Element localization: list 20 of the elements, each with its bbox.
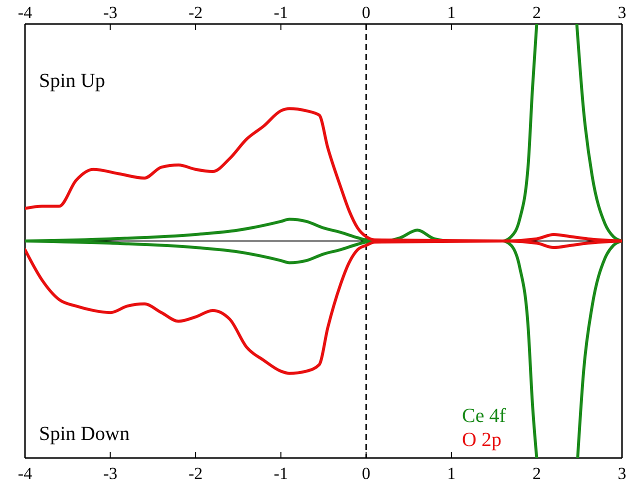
x-tick-label: 1 bbox=[447, 464, 456, 484]
x2-tick-label: -1 bbox=[274, 3, 288, 22]
text: Ce 4f bbox=[462, 405, 506, 427]
x2-tick-label: -4 bbox=[18, 3, 33, 22]
x-tick-label: 2 bbox=[532, 464, 541, 484]
annotation: Spin Up bbox=[39, 70, 106, 92]
x-tick-label: -3 bbox=[103, 464, 118, 484]
x-tick-label: -2 bbox=[188, 464, 203, 484]
x-tick-label: 3 bbox=[618, 464, 626, 484]
x2-tick-label: 1 bbox=[447, 3, 456, 22]
x-tick-label: -4 bbox=[18, 464, 33, 484]
x-tick-label: 0 bbox=[362, 464, 370, 484]
x2-tick-label: -3 bbox=[103, 3, 118, 22]
x2-tick-label: 0 bbox=[362, 3, 370, 22]
x2-tick-label: -2 bbox=[188, 3, 203, 22]
x2-tick-label: 3 bbox=[618, 3, 626, 22]
annotation: Spin Down bbox=[39, 423, 130, 445]
text: O 2p bbox=[462, 429, 502, 451]
x-tick-label: -1 bbox=[274, 464, 288, 484]
x2-tick-label: 2 bbox=[532, 3, 541, 22]
